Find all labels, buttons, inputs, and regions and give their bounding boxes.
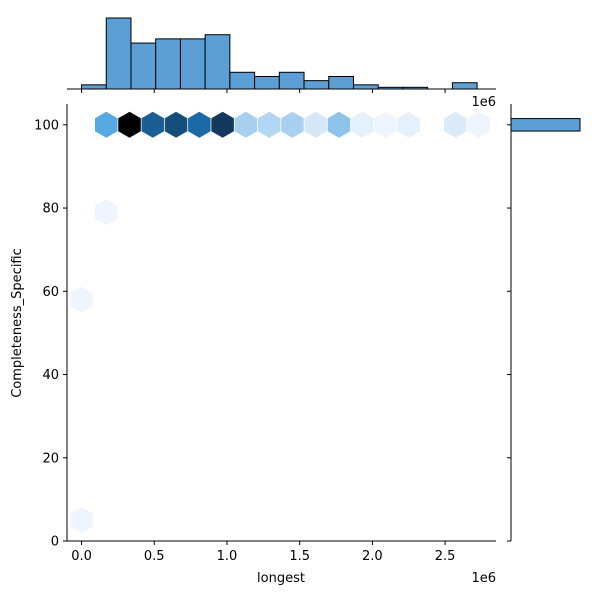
- y-tick-label-5: 100: [34, 118, 59, 133]
- hexbin-17: [70, 286, 93, 313]
- x-tick-label-4: 2.0: [362, 549, 383, 564]
- top-marginal-histogram: [67, 17, 496, 90]
- x-hist-bar-2: [130, 42, 157, 90]
- x-offset-label-top: 1e6: [471, 95, 496, 110]
- hexbin-8: [281, 111, 304, 138]
- hexbin-14: [444, 111, 467, 138]
- x-tick-label-1: 0.5: [144, 549, 165, 564]
- hexbin-5: [211, 111, 234, 138]
- hexbin-0: [95, 111, 118, 138]
- x-hist-bar-9: [303, 80, 330, 90]
- x-hist-bar-4: [179, 38, 206, 90]
- x-tick-label-0: 0.0: [71, 549, 92, 564]
- x-offset-label-main: 1e6: [471, 571, 496, 586]
- hexbin-12: [374, 111, 397, 138]
- x-hist-bar-15: [451, 82, 478, 90]
- hexbin-6: [234, 111, 258, 138]
- x-tick-label-2: 1.0: [217, 549, 238, 564]
- x-hist-bar-11: [352, 84, 379, 90]
- y-tick-label-1: 20: [42, 451, 59, 466]
- y-tick-label-2: 40: [42, 368, 59, 383]
- axes-layer: 0.0 0.5 1.0 1.5 2.0 2.5 0 20 40 60 80 100: [34, 89, 511, 564]
- hexbin-16: [95, 199, 118, 226]
- hexbin-11: [350, 111, 374, 138]
- x-hist-bar-8: [278, 71, 305, 90]
- x-hist-bar-7: [254, 75, 280, 90]
- y-tick-label-4: 80: [42, 202, 59, 217]
- x-axis-label: longest: [257, 571, 305, 586]
- x-tick-label-3: 1.5: [289, 549, 310, 564]
- x-hist-bar-3: [155, 38, 181, 90]
- x-hist-bar-5: [204, 34, 231, 90]
- hexbin-15: [467, 111, 490, 138]
- hexbin-10: [327, 111, 351, 138]
- y-hist-bar-0: [510, 118, 581, 132]
- hexbin-18: [70, 507, 93, 534]
- y-tick-label-3: 60: [42, 285, 59, 300]
- y-tick-label-0: 0: [51, 535, 59, 550]
- hexbin-3: [164, 111, 188, 138]
- hexbin-7: [257, 111, 281, 138]
- x-hist-bar-10: [328, 75, 354, 90]
- hexbin-1: [118, 111, 141, 138]
- x-tick-label-5: 2.5: [435, 549, 456, 564]
- x-hist-bar-0: [81, 84, 107, 90]
- hexbin-2: [141, 111, 165, 138]
- hexbin-9: [304, 111, 327, 138]
- hexbin-4: [188, 111, 211, 138]
- hexbin-13: [397, 111, 420, 138]
- y-axis-label: Completeness_Specific: [10, 248, 25, 398]
- x-hist-bar-6: [229, 71, 256, 90]
- right-marginal-histogram: [510, 104, 581, 541]
- hexbin-layer: [70, 111, 490, 534]
- x-hist-bar-1: [105, 17, 132, 90]
